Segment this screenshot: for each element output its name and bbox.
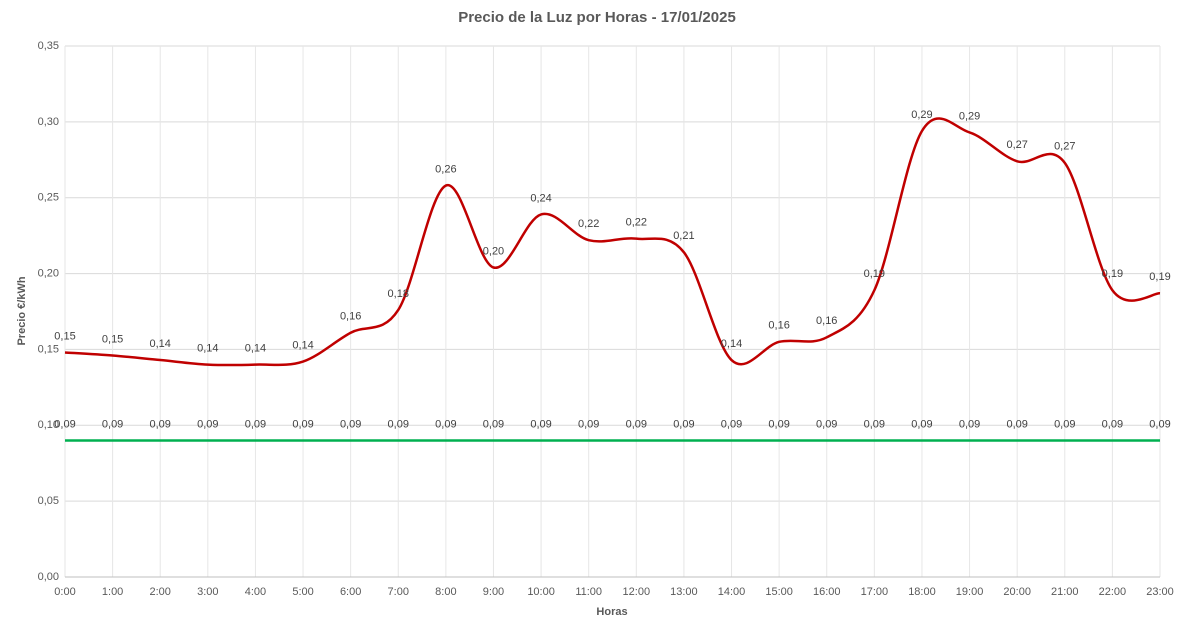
y-tick-label: 0,20 — [38, 267, 59, 279]
data-label: 0,09 — [340, 418, 361, 430]
x-tick-label: 7:00 — [388, 586, 409, 598]
data-label: 0,09 — [1149, 418, 1170, 430]
data-label: 0,09 — [102, 418, 123, 430]
data-label: 0,09 — [292, 418, 313, 430]
data-label: 0,14 — [197, 343, 218, 355]
x-tick-label: 12:00 — [623, 586, 651, 598]
data-label: 0,09 — [673, 418, 694, 430]
x-tick-label: 2:00 — [150, 586, 171, 598]
x-tick-label: 13:00 — [670, 586, 698, 598]
data-label: 0,29 — [959, 110, 980, 122]
data-label: 0,15 — [54, 330, 75, 342]
data-label: 0,09 — [483, 418, 504, 430]
data-label: 0,14 — [150, 338, 171, 350]
data-label: 0,09 — [816, 418, 837, 430]
data-label: 0,09 — [911, 418, 932, 430]
x-tick-label: 23:00 — [1146, 586, 1174, 598]
data-label: 0,18 — [388, 288, 409, 300]
data-label: 0,09 — [530, 418, 551, 430]
data-label: 0,14 — [245, 343, 266, 355]
x-axis-label: Horas — [596, 606, 627, 618]
y-tick-label: 0,35 — [38, 40, 59, 52]
y-tick-label: 0,25 — [38, 192, 59, 204]
data-label: 0,09 — [1054, 418, 1075, 430]
chart-title: Precio de la Luz por Horas - 17/01/2025 — [458, 9, 736, 26]
data-label: 0,09 — [768, 418, 789, 430]
data-label: 0,24 — [530, 192, 551, 204]
data-label: 0,14 — [721, 338, 742, 350]
y-tick-label: 0,30 — [38, 116, 59, 128]
x-tick-label: 22:00 — [1099, 586, 1127, 598]
x-tick-label: 11:00 — [575, 586, 602, 598]
data-label: 0,26 — [435, 163, 456, 175]
data-label: 0,09 — [245, 418, 266, 430]
x-tick-label: 1:00 — [102, 586, 123, 598]
data-label: 0,09 — [54, 418, 75, 430]
data-label: 0,16 — [768, 320, 789, 332]
x-tick-label: 8:00 — [435, 586, 456, 598]
data-label: 0,22 — [578, 218, 599, 230]
data-label: 0,09 — [721, 418, 742, 430]
data-label: 0,19 — [1149, 271, 1170, 283]
x-tick-label: 4:00 — [245, 586, 266, 598]
data-label: 0,09 — [150, 418, 171, 430]
y-tick-label: 0,10 — [38, 419, 59, 431]
data-label: 0,09 — [626, 418, 647, 430]
x-tick-label: 17:00 — [861, 586, 889, 598]
x-tick-label: 16:00 — [813, 586, 841, 598]
x-tick-label: 15:00 — [765, 586, 793, 598]
x-tick-label: 10:00 — [527, 586, 555, 598]
x-tick-label: 21:00 — [1051, 586, 1079, 598]
x-tick-label: 18:00 — [908, 586, 936, 598]
data-label: 0,09 — [578, 418, 599, 430]
data-label: 0,15 — [102, 333, 123, 345]
data-label: 0,09 — [435, 418, 456, 430]
data-label: 0,22 — [626, 217, 647, 229]
x-tick-label: 9:00 — [483, 586, 504, 598]
data-label: 0,29 — [911, 109, 932, 121]
data-label: 0,19 — [1102, 268, 1123, 280]
data-label: 0,16 — [816, 315, 837, 327]
data-label: 0,21 — [673, 230, 694, 242]
y-tick-label: 0,00 — [38, 571, 59, 583]
data-label: 0,19 — [864, 268, 885, 280]
y-tick-label: 0,05 — [38, 495, 59, 507]
data-label: 0,09 — [1102, 418, 1123, 430]
data-label: 0,27 — [1054, 141, 1075, 153]
data-label: 0,09 — [864, 418, 885, 430]
data-label: 0,14 — [292, 339, 313, 351]
data-label: 0,16 — [340, 311, 361, 323]
data-label: 0,09 — [959, 418, 980, 430]
x-tick-label: 19:00 — [956, 586, 984, 598]
data-label: 0,09 — [388, 418, 409, 430]
x-tick-label: 6:00 — [340, 586, 361, 598]
x-tick-label: 20:00 — [1003, 586, 1031, 598]
line-series — [64, 117, 1161, 367]
data-label: 0,09 — [1006, 418, 1027, 430]
data-label: 0,09 — [197, 418, 218, 430]
y-axis-label: Precio €/kWh — [16, 276, 28, 345]
data-label: 0,20 — [483, 245, 504, 257]
x-tick-label: 3:00 — [197, 586, 218, 598]
x-tick-label: 14:00 — [718, 586, 746, 598]
y-tick-label: 0,15 — [38, 343, 59, 355]
x-tick-label: 5:00 — [292, 586, 313, 598]
x-tick-label: 0:00 — [54, 586, 75, 598]
data-label: 0,27 — [1006, 139, 1027, 151]
